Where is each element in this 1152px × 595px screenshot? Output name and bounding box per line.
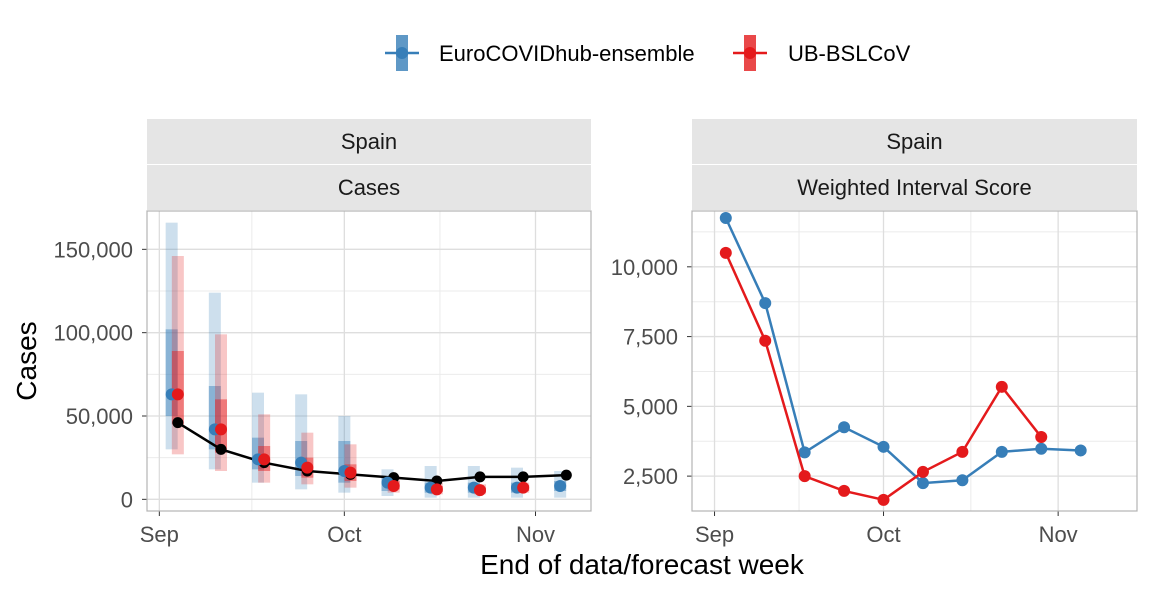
median-point-ensemble xyxy=(554,480,567,492)
strip-label-location: Spain xyxy=(886,129,942,154)
observed-point xyxy=(474,471,486,483)
median-point-ub xyxy=(301,461,314,474)
legend-item-ub: UB-BSLCoV xyxy=(733,35,911,71)
median-point-ub xyxy=(387,480,400,492)
score-line-ensemble xyxy=(724,217,1081,485)
plot-background xyxy=(147,211,591,511)
legend-label: EuroCOVIDhub-ensemble xyxy=(439,41,695,66)
x-tick-label: Sep xyxy=(695,522,734,547)
interval-50-ub xyxy=(171,351,184,425)
y-tick-label: 150,000 xyxy=(53,237,133,262)
y-tick-label: 2,500 xyxy=(623,464,678,489)
panel-border xyxy=(146,210,592,512)
median-point-ub xyxy=(474,484,486,497)
legend-key-point xyxy=(396,47,408,59)
observed-point xyxy=(172,417,184,429)
strip-background xyxy=(147,165,591,210)
interval-90-ub xyxy=(171,256,184,455)
score-point-ub xyxy=(956,445,969,458)
x-tick-label: Oct xyxy=(866,522,900,547)
legend-label: UB-BSLCoV xyxy=(788,41,911,66)
score-point-ensemble xyxy=(995,445,1008,458)
x-tick-label: Nov xyxy=(516,522,555,547)
y-tick-label: 10,000 xyxy=(611,255,678,280)
score-point-ensemble xyxy=(1035,442,1048,455)
strip-background xyxy=(147,119,591,164)
strip-label-location: Spain xyxy=(341,129,397,154)
median-point-ub xyxy=(344,466,357,479)
score-point-ub xyxy=(1035,431,1048,444)
legend: EuroCOVIDhub-ensemble UB-BSLCoV xyxy=(385,35,911,71)
score-point-ensemble xyxy=(759,297,772,310)
legend-key-point xyxy=(744,47,756,59)
legend-item-ensemble: EuroCOVIDhub-ensemble xyxy=(385,35,695,71)
plot-background xyxy=(692,211,1137,511)
score-point-ensemble xyxy=(877,440,890,453)
score-point-ub xyxy=(877,493,890,506)
score-point-ub xyxy=(798,470,811,483)
data-marks xyxy=(719,211,1087,506)
score-point-ensemble xyxy=(838,421,851,434)
panel-weighted-interval-score: Spain Weighted Interval Score 2,500 5,000 7,… xyxy=(611,119,1138,547)
score-point-ub xyxy=(838,484,851,497)
y-tick-label: 0 xyxy=(121,487,133,512)
score-point-ensemble xyxy=(1074,444,1087,457)
strip-label-target: Weighted Interval Score xyxy=(797,175,1031,200)
y-tick-label: 7,500 xyxy=(623,325,678,350)
median-point-ub xyxy=(258,453,271,466)
median-point-ub xyxy=(171,388,184,401)
observed-line xyxy=(177,421,567,483)
strip-background xyxy=(692,165,1137,210)
panel-cases: Spain Cases 0 50,000 100,000 150,000 Sep Oct Nov… xyxy=(11,119,592,547)
y-tick-label: 5,000 xyxy=(623,394,678,419)
x-tick-label: Oct xyxy=(327,522,361,547)
strip-label-target: Cases xyxy=(338,175,400,200)
score-point-ensemble xyxy=(916,477,929,490)
y-axis-title: Cases xyxy=(11,321,42,400)
median-point-ub xyxy=(215,423,227,436)
median-point-ub xyxy=(517,481,530,494)
median-point-ub xyxy=(430,483,443,496)
score-point-ub xyxy=(916,465,929,478)
observed-point xyxy=(517,471,529,483)
x-tick-label: Nov xyxy=(1039,522,1078,547)
score-point-ub xyxy=(995,380,1008,393)
score-point-ensemble xyxy=(719,211,732,224)
observed-point xyxy=(560,469,572,481)
x-tick-label: Sep xyxy=(140,522,179,547)
score-point-ensemble xyxy=(798,446,811,459)
score-point-ensemble xyxy=(956,474,969,487)
gridlines xyxy=(147,211,591,511)
panel-border xyxy=(691,210,1138,512)
observed-point xyxy=(215,443,227,455)
y-tick-label: 100,000 xyxy=(53,321,133,346)
interval-90-ub xyxy=(215,334,227,471)
strip-background xyxy=(692,119,1137,164)
score-point-ub xyxy=(759,334,772,347)
data-marks xyxy=(165,222,572,498)
score-point-ub xyxy=(719,246,732,259)
y-tick-label: 50,000 xyxy=(66,404,133,429)
x-axis-title: End of data/forecast week xyxy=(480,549,805,580)
